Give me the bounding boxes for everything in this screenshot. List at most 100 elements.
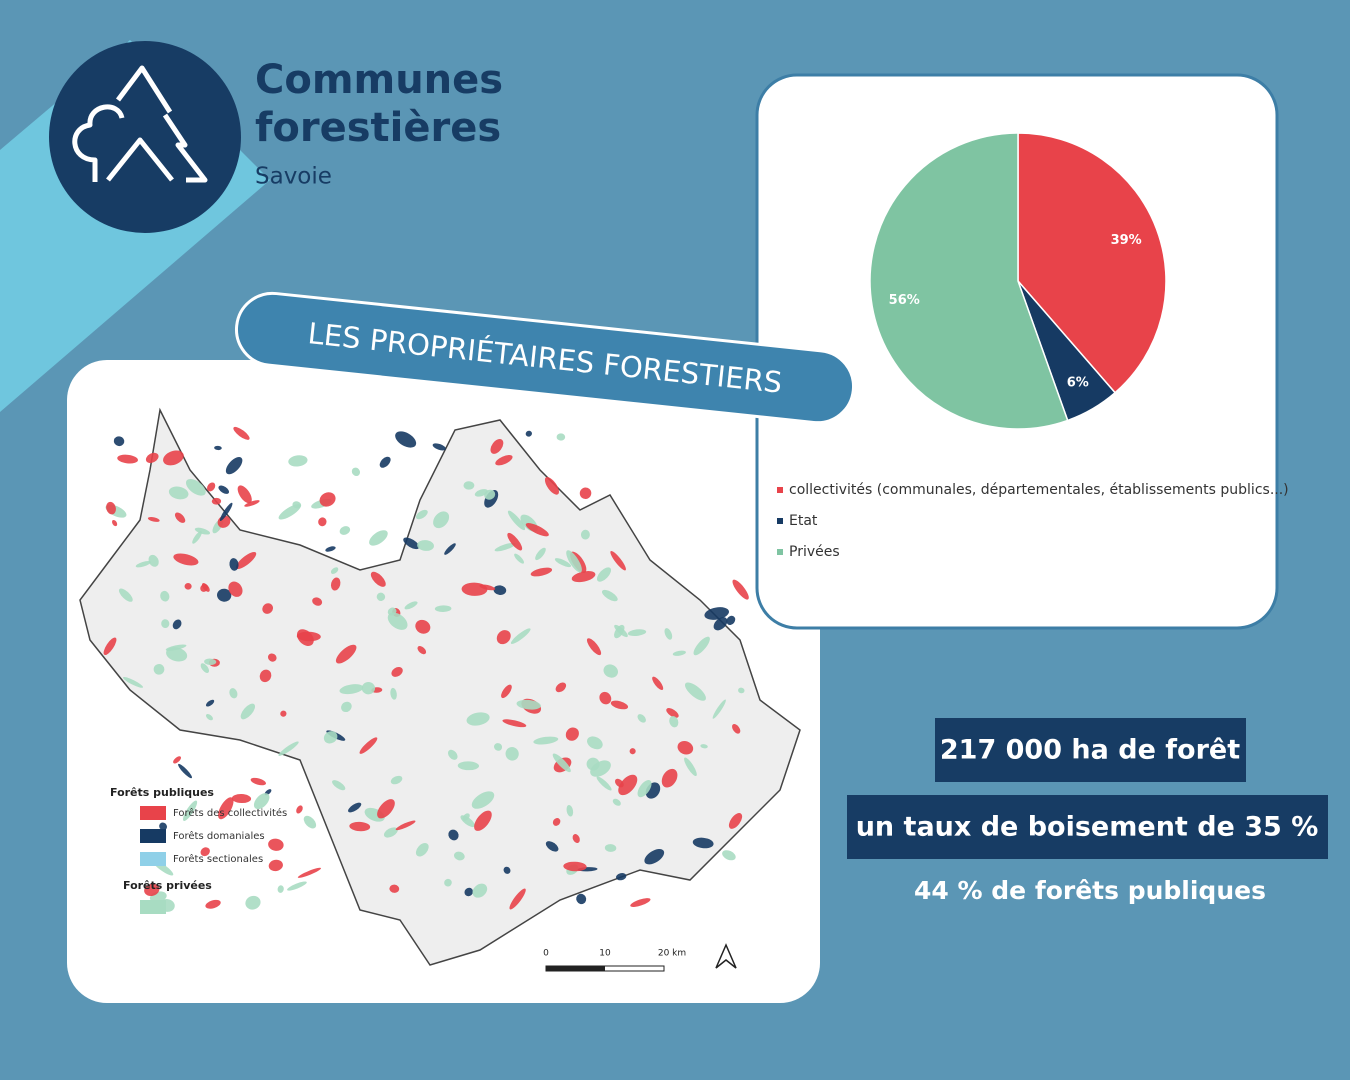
forest-patch [637, 714, 646, 723]
forest-patch [587, 736, 603, 750]
forest-patch [192, 531, 202, 544]
forest-patch [565, 727, 579, 741]
forest-patch [544, 477, 559, 495]
forest-patch [194, 527, 211, 535]
forest-patch [713, 617, 728, 631]
pie-slice [1017, 132, 1167, 394]
forest-patch [267, 653, 277, 662]
forest-patch [370, 571, 386, 587]
forest-patch [614, 624, 625, 639]
forest-patch [444, 878, 452, 887]
forest-patch [178, 763, 192, 779]
forest-patch [387, 612, 408, 630]
forest-patch [704, 607, 730, 620]
banner-pill [235, 291, 855, 425]
forest-patch [287, 881, 307, 891]
map-legend-label: Forêts des collectivités [173, 807, 287, 819]
forest-patch [168, 486, 189, 500]
forest-patch [330, 577, 341, 591]
forest-patch [629, 748, 636, 755]
forest-patch [509, 888, 526, 910]
map-legend-swatch [140, 852, 166, 866]
forest-patch [637, 780, 652, 798]
forest-patch [296, 805, 303, 814]
stat-box [935, 718, 1246, 782]
logo-circle [49, 41, 241, 233]
scale-bar [546, 966, 605, 971]
forest-patch [586, 638, 602, 656]
forest-patch [268, 838, 284, 851]
forest-patch [182, 800, 198, 821]
forest-patch [297, 867, 321, 878]
forest-patch [503, 866, 511, 874]
forest-patch [555, 682, 567, 693]
forest-patch [200, 847, 210, 857]
forest-patch [217, 588, 232, 602]
pie-slice [869, 132, 1069, 430]
forest-patch [173, 553, 199, 566]
forest-patch [417, 646, 427, 655]
forest-patch [603, 664, 618, 678]
forest-patch [415, 619, 431, 634]
forest-patch [113, 436, 125, 447]
forest-patch [601, 589, 618, 602]
forest-patch [466, 712, 490, 726]
forest-patch [205, 714, 213, 721]
forest-patch [135, 560, 151, 568]
forest-patch [376, 592, 386, 602]
forest-patch [214, 445, 222, 451]
forest-patch [184, 583, 192, 590]
forest-patch [161, 619, 170, 629]
forest-patch [237, 485, 252, 504]
forest-patch [474, 810, 492, 831]
forest-patch [493, 585, 507, 595]
forest-patch [496, 630, 511, 645]
forest-patch [244, 500, 260, 507]
forest-patch [369, 530, 388, 546]
forest-patch [552, 753, 571, 773]
forest-patch [229, 558, 239, 571]
forest-patch [604, 844, 617, 852]
forest-patch [533, 736, 559, 745]
forest-patch [207, 482, 216, 492]
forest-patch [262, 603, 274, 614]
forest-patch [395, 431, 417, 448]
forest-patch [112, 519, 118, 527]
forest-patch [218, 485, 230, 494]
forest-patch [225, 457, 243, 475]
forest-patch [231, 794, 252, 804]
forest-patch [576, 893, 587, 905]
forest-patch [545, 841, 559, 852]
map-legend-swatch [140, 806, 166, 820]
forest-patch [204, 658, 217, 665]
forest-patch [726, 615, 736, 625]
forest-patch [351, 467, 361, 477]
forest-patch [211, 497, 222, 505]
map-legend-label: Forêts sectionales [173, 853, 263, 865]
forest-patch [153, 663, 165, 675]
forest-patch [288, 455, 308, 467]
map-legend-heading: Forêts privées [123, 879, 212, 892]
map-legend-swatch [140, 829, 166, 843]
forest-patch [572, 834, 580, 843]
map-forests [103, 426, 749, 912]
forest-patch [502, 719, 527, 728]
forest-patch [554, 558, 572, 568]
stat-text: un taux de boisement de 35 % [856, 812, 1319, 843]
forest-patch [563, 861, 587, 872]
forest-patch [404, 601, 418, 610]
forest-patch [677, 741, 694, 755]
forest-patch [579, 487, 592, 500]
logo-subtitle: Savoie [255, 164, 332, 190]
forest-patch [472, 883, 488, 898]
forest-patch [618, 774, 638, 796]
pie-chart: 39% collectivités (communales, départemen… [777, 132, 1289, 560]
forest-patch [268, 859, 283, 872]
legend-swatch [777, 518, 783, 524]
forest-patch [461, 582, 488, 596]
forest-patch [200, 663, 210, 673]
pie-value-label: 56% [889, 293, 920, 308]
forest-patch [348, 802, 362, 813]
forest-patch [712, 699, 726, 719]
map-legend-heading: Forêts publiques [110, 786, 214, 799]
